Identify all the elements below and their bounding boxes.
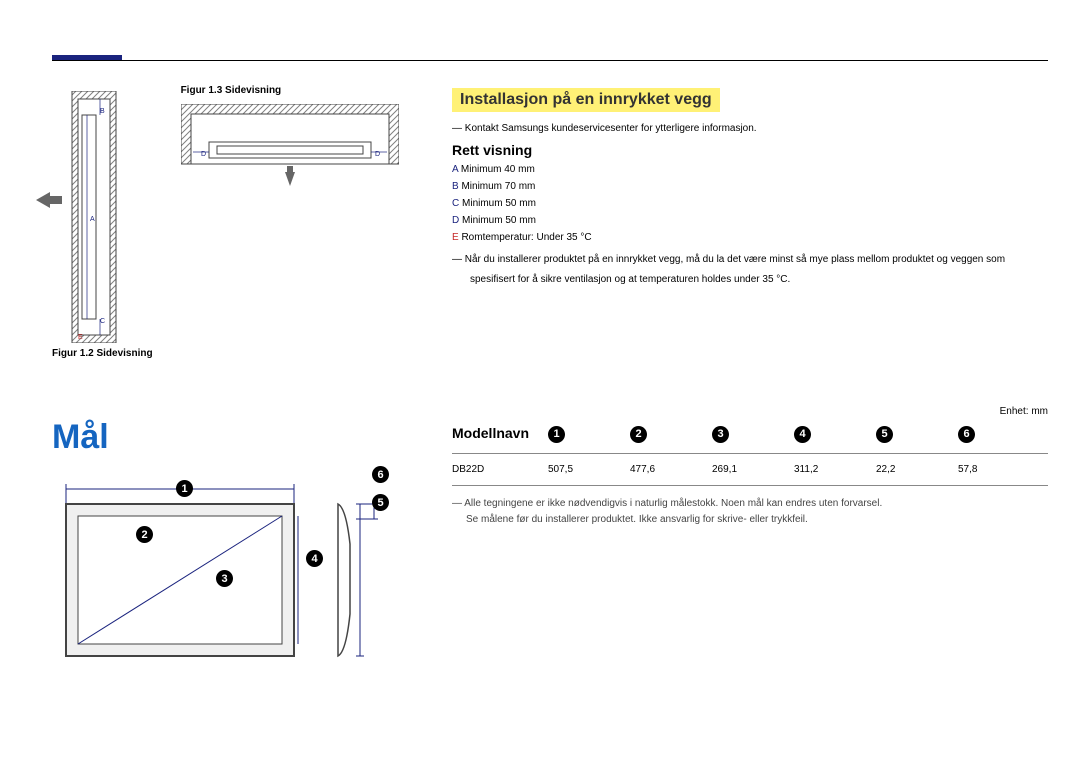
- figure-1-2: B A C E Figur 1.2 Sidevisning: [52, 91, 153, 359]
- bullet-3: 3: [216, 570, 233, 587]
- fig12-caption: Figur 1.2 Sidevisning: [52, 348, 153, 359]
- bullet-5: 5: [372, 494, 389, 511]
- footnotes: ― Alle tegningene er ikke nødvendigvis i…: [452, 496, 1048, 528]
- dimensions-table: Enhet: mm Modellnavn 1 2 3 4 5 6 DB22D 5…: [452, 424, 1048, 528]
- model-cell: DB22D: [452, 464, 548, 475]
- label-a: A: [90, 216, 95, 223]
- val-2: 477,6: [630, 464, 712, 475]
- table-row: DB22D 507,5 477,6 269,1 311,2 22,2 57,8: [452, 454, 1048, 486]
- dimension-drawings: 1 2 3 4 6 5: [60, 464, 390, 669]
- dimensions-title: Mål: [52, 418, 109, 457]
- footnote-2: Se målene før du installerer produktet. …: [466, 512, 1048, 528]
- arrow-left-icon: [36, 190, 62, 216]
- bullet-6: 6: [372, 466, 389, 483]
- model-header: Modellnavn: [452, 425, 548, 441]
- unit-label: Enhet: mm: [1000, 406, 1048, 417]
- front-drawing: 1 2 3 4: [60, 464, 300, 669]
- figure-1-3: Figur 1.3 Sidevisning D D: [181, 85, 399, 195]
- install-subheading: Rett visning: [452, 142, 1048, 158]
- footnote-1: ― Alle tegningene er ikke nødvendigvis i…: [452, 496, 1048, 512]
- install-note2b: spesifisert for å sikre ventilasjon og a…: [470, 273, 1048, 287]
- bullet-1: 1: [176, 480, 193, 497]
- fig13-caption: Figur 1.3 Sidevisning: [181, 85, 399, 96]
- col-6: 6: [958, 426, 975, 443]
- install-heading: Installasjon på en innrykket vegg: [452, 88, 720, 112]
- col-4: 4: [794, 426, 811, 443]
- col-5: 5: [876, 426, 893, 443]
- label-c: C: [100, 318, 105, 325]
- side-drawing: 6 5: [330, 464, 390, 669]
- top-rule: [52, 60, 1048, 61]
- spec-d: D Minimum 50 mm: [452, 215, 1048, 226]
- label-e: E: [78, 334, 83, 341]
- spec-b: B Minimum 70 mm: [452, 181, 1048, 192]
- val-3: 269,1: [712, 464, 794, 475]
- val-5: 22,2: [876, 464, 958, 475]
- val-1: 507,5: [548, 464, 630, 475]
- install-note2a: ― Når du installerer produktet på en inn…: [452, 253, 1048, 267]
- val-6: 57,8: [958, 464, 1040, 475]
- table-header: Modellnavn 1 2 3 4 5 6: [452, 424, 1048, 454]
- spec-a: A Minimum 40 mm: [452, 164, 1048, 175]
- spec-c: C Minimum 50 mm: [452, 198, 1048, 209]
- val-4: 311,2: [794, 464, 876, 475]
- bullet-2: 2: [136, 526, 153, 543]
- bullet-4: 4: [306, 550, 323, 567]
- install-note1: ― Kontakt Samsungs kundeservicesenter fo…: [452, 122, 1048, 136]
- left-figures: B A C E Figur 1.2 Sidevisning Figur 1.3 …: [52, 85, 422, 359]
- label-b: B: [100, 108, 105, 115]
- col-1: 1: [548, 426, 565, 443]
- install-section: Installasjon på en innrykket vegg ― Kont…: [452, 88, 1048, 287]
- col-3: 3: [712, 426, 729, 443]
- spec-e: E Romtemperatur: Under 35 °C: [452, 232, 1048, 243]
- col-2: 2: [630, 426, 647, 443]
